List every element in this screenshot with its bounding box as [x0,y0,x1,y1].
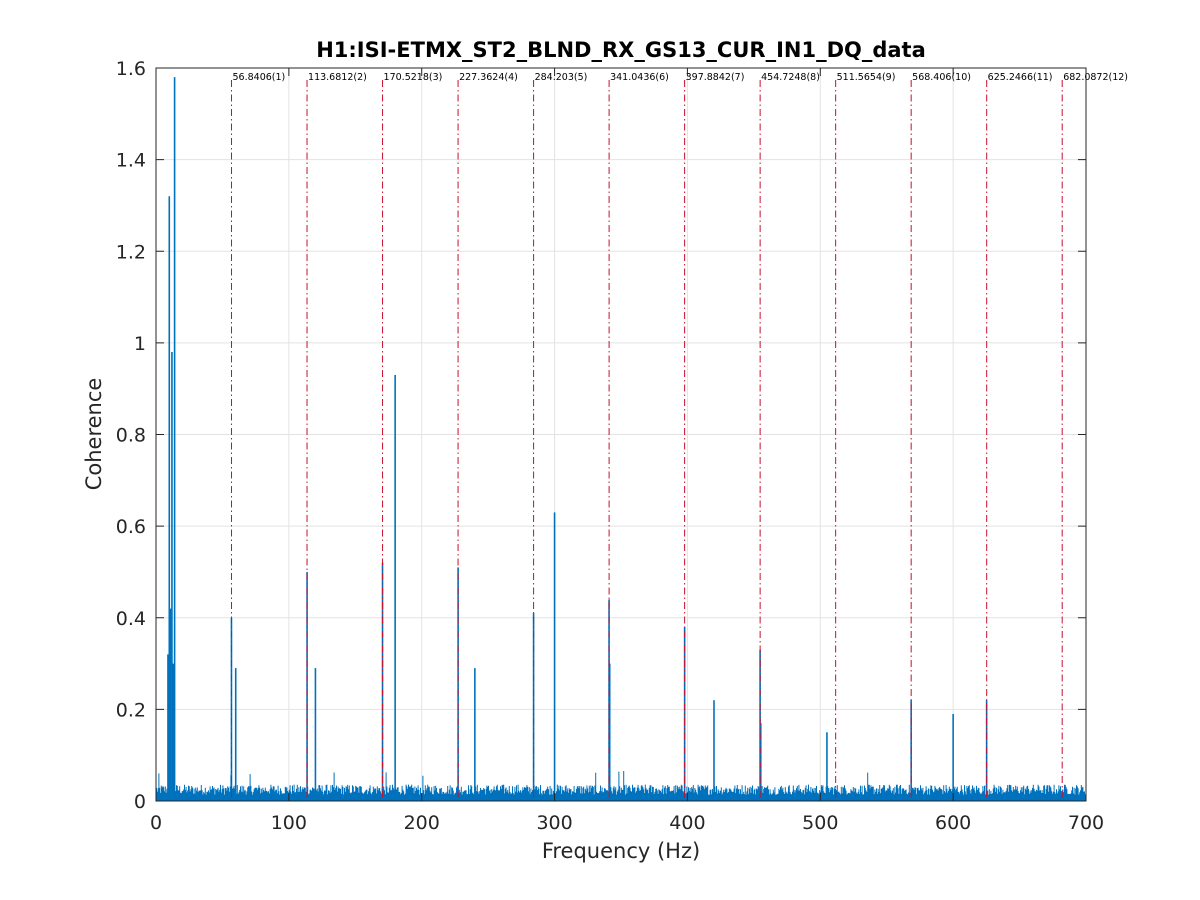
y-tick-label: 1.2 [116,241,146,263]
x-axis-ticks: 0 100 200 300 400 500 600 700 [150,68,1104,834]
harmonic-label: 568.406(10) [912,72,971,83]
x-tick-label: 400 [669,812,705,834]
chart-title: H1:ISI-ETMX_ST2_BLND_RX_GS13_CUR_IN1_DQ_… [316,38,926,62]
harmonic-label: 341.0436(6) [610,72,669,83]
y-tick-label: 1.4 [116,150,146,172]
harmonic-markers: 56.8406(1) 113.6812(2) 170.5218(3) 227.3624… [231,72,1128,801]
y-tick-label: 0.4 [116,608,146,630]
x-tick-label: 100 [271,812,307,834]
x-tick-label: 500 [802,812,838,834]
harmonic-label: 397.8842(7) [686,72,745,83]
y-tick-label: 0 [134,791,146,813]
harmonic-label: 227.3624(4) [459,72,518,83]
harmonic-label: 682.0872(12) [1063,72,1128,83]
peak-series [167,77,988,801]
y-tick-label: 1 [134,333,146,355]
harmonic-label: 511.5654(9) [837,72,896,83]
x-tick-label: 300 [536,812,572,834]
harmonic-label: 113.6812(2) [308,72,367,83]
harmonic-label: 454.7248(8) [761,72,820,83]
x-tick-label: 200 [404,812,440,834]
x-tick-label: 600 [935,812,971,834]
x-tick-label: 700 [1068,812,1104,834]
y-tick-label: 0.2 [116,699,146,721]
harmonic-label: 170.5218(3) [384,72,443,83]
y-tick-label: 0.6 [116,516,146,538]
y-axis-ticks: 0 0.2 0.4 0.6 0.8 1 1.2 1.4 1.6 [116,58,1086,813]
y-tick-label: 1.6 [116,58,146,80]
harmonic-label: 284.203(5) [535,72,588,83]
x-tick-label: 0 [150,812,162,834]
y-tick-label: 0.8 [116,425,146,447]
x-axis-label: Frequency (Hz) [542,839,700,863]
harmonic-label: 625.2466(11) [988,72,1053,83]
harmonic-label: 56.8406(1) [233,72,286,83]
y-axis-label: Coherence [82,378,106,491]
